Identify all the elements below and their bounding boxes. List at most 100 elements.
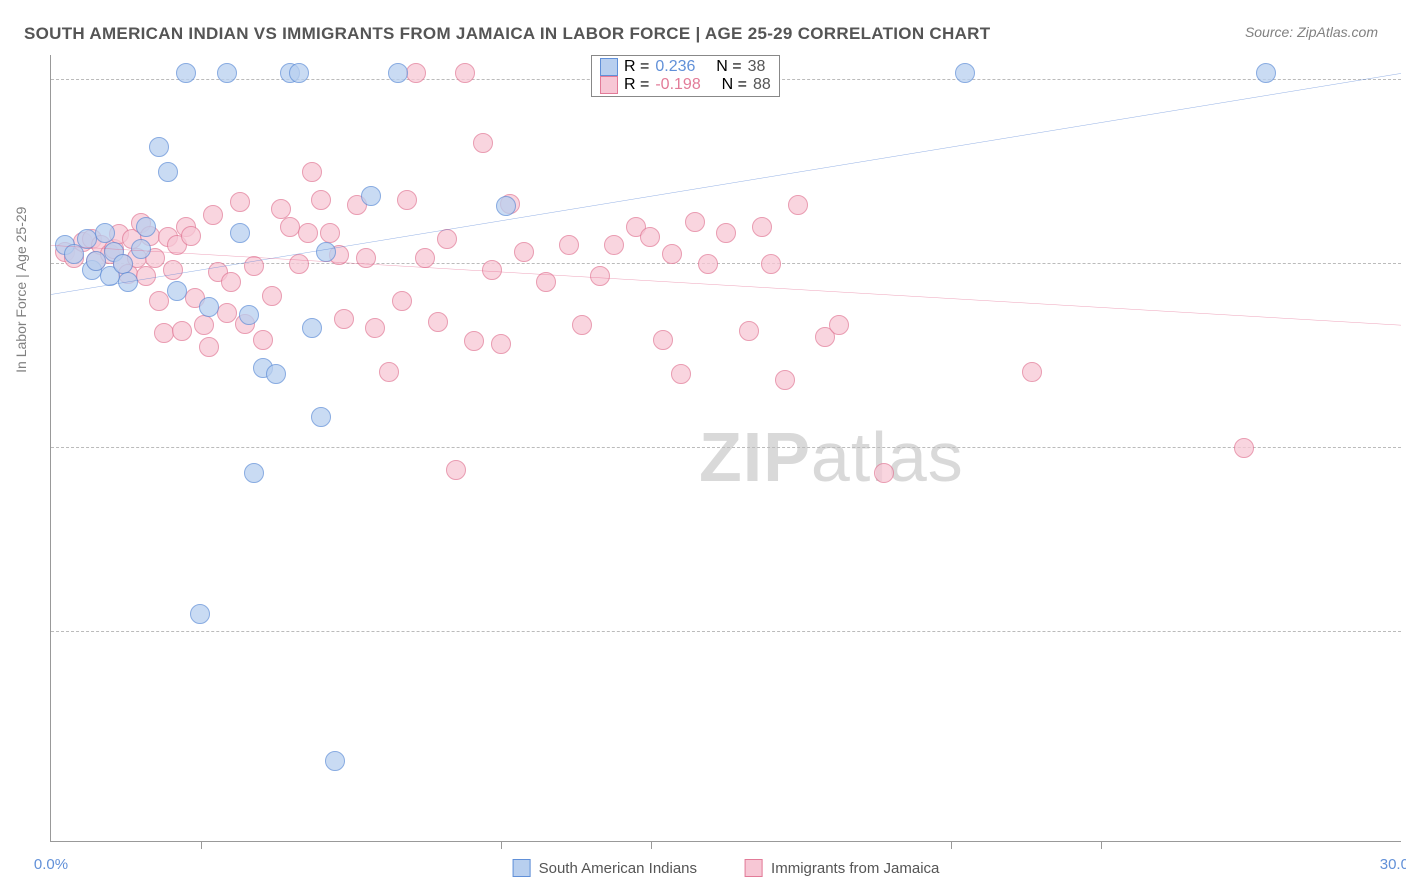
- stats-box: R = 0.236 N = 38 R = -0.198 N = 88: [591, 55, 780, 97]
- scatter-point-series1: [118, 272, 138, 292]
- scatter-point-series2: [397, 190, 417, 210]
- scatter-point-series1: [388, 63, 408, 83]
- r-label-1: R =: [624, 58, 649, 76]
- x-tick: [501, 841, 502, 849]
- scatter-point-series2: [739, 321, 759, 341]
- scatter-point-series1: [496, 196, 516, 216]
- scatter-point-series2: [221, 272, 241, 292]
- scatter-point-series2: [775, 370, 795, 390]
- n-value-2: 88: [753, 76, 771, 94]
- scatter-point-series2: [406, 63, 426, 83]
- scatter-point-series2: [356, 248, 376, 268]
- scatter-point-series1: [289, 63, 309, 83]
- stats-row-series1: R = 0.236 N = 38: [592, 58, 779, 76]
- scatter-point-series2: [253, 330, 273, 350]
- x-tick-label: 30.0%: [1380, 856, 1406, 873]
- scatter-point-series2: [491, 334, 511, 354]
- scatter-point-series2: [455, 63, 475, 83]
- scatter-point-series2: [392, 291, 412, 311]
- scatter-point-series1: [136, 217, 156, 237]
- scatter-point-series2: [662, 244, 682, 264]
- x-tick: [1101, 841, 1102, 849]
- stats-row-series2: R = -0.198 N = 88: [592, 76, 779, 94]
- n-label-1: N =: [716, 58, 741, 76]
- scatter-point-series1: [95, 223, 115, 243]
- scatter-point-series2: [590, 266, 610, 286]
- scatter-point-series2: [172, 321, 192, 341]
- plot-area: ZIPatlas In Labor Force | Age 25-29 55.0…: [50, 55, 1401, 842]
- scatter-point-series2: [464, 331, 484, 351]
- scatter-point-series2: [640, 227, 660, 247]
- scatter-point-series2: [163, 260, 183, 280]
- legend: South American Indians Immigrants from J…: [513, 859, 940, 877]
- scatter-point-series1: [244, 463, 264, 483]
- scatter-point-series2: [1234, 438, 1254, 458]
- scatter-point-series2: [428, 312, 448, 332]
- scatter-point-series1: [266, 364, 286, 384]
- scatter-point-series1: [955, 63, 975, 83]
- source-attribution: Source: ZipAtlas.com: [1245, 24, 1378, 40]
- scatter-point-series2: [446, 460, 466, 480]
- scatter-point-series2: [482, 260, 502, 280]
- scatter-point-series2: [559, 235, 579, 255]
- legend-item-series2: Immigrants from Jamaica: [745, 859, 939, 877]
- scatter-point-series1: [77, 229, 97, 249]
- scatter-point-series1: [325, 751, 345, 771]
- scatter-point-series1: [230, 223, 250, 243]
- scatter-point-series2: [752, 217, 772, 237]
- scatter-point-series1: [239, 305, 259, 325]
- gridline: [51, 447, 1401, 448]
- scatter-point-series2: [334, 309, 354, 329]
- r-label-2: R =: [624, 76, 649, 94]
- x-tick: [201, 841, 202, 849]
- scatter-point-series2: [874, 463, 894, 483]
- swatch-series1: [600, 58, 618, 76]
- scatter-point-series2: [653, 330, 673, 350]
- scatter-point-series1: [1256, 63, 1276, 83]
- r-value-1: 0.236: [655, 58, 695, 76]
- scatter-point-series2: [788, 195, 808, 215]
- swatch-series2: [600, 76, 618, 94]
- scatter-point-series2: [244, 256, 264, 276]
- scatter-point-series1: [113, 254, 133, 274]
- scatter-point-series1: [361, 186, 381, 206]
- scatter-point-series2: [437, 229, 457, 249]
- scatter-point-series2: [280, 217, 300, 237]
- scatter-point-series2: [203, 205, 223, 225]
- scatter-point-series2: [685, 212, 705, 232]
- scatter-point-series2: [271, 199, 291, 219]
- scatter-point-series2: [154, 323, 174, 343]
- scatter-point-series2: [761, 254, 781, 274]
- watermark: ZIPatlas: [699, 417, 964, 497]
- x-tick: [651, 841, 652, 849]
- n-label-2: N =: [722, 76, 747, 94]
- legend-label-series2: Immigrants from Jamaica: [771, 860, 939, 877]
- chart-title: SOUTH AMERICAN INDIAN VS IMMIGRANTS FROM…: [24, 24, 1382, 44]
- scatter-point-series2: [149, 291, 169, 311]
- scatter-point-series2: [379, 362, 399, 382]
- legend-swatch-series2: [745, 859, 763, 877]
- scatter-point-series2: [514, 242, 534, 262]
- y-axis-label: In Labor Force | Age 25-29: [13, 207, 29, 373]
- scatter-point-series1: [311, 407, 331, 427]
- scatter-point-series2: [320, 223, 340, 243]
- scatter-point-series2: [181, 226, 201, 246]
- scatter-point-series1: [302, 318, 322, 338]
- scatter-point-series2: [415, 248, 435, 268]
- scatter-point-series1: [190, 604, 210, 624]
- x-tick-label: 0.0%: [34, 856, 68, 873]
- legend-item-series1: South American Indians: [513, 859, 697, 877]
- scatter-point-series1: [131, 239, 151, 259]
- legend-swatch-series1: [513, 859, 531, 877]
- scatter-point-series1: [316, 242, 336, 262]
- gridline: [51, 631, 1401, 632]
- scatter-point-series2: [311, 190, 331, 210]
- r-value-2: -0.198: [655, 76, 700, 94]
- scatter-point-series2: [136, 266, 156, 286]
- scatter-point-series1: [158, 162, 178, 182]
- scatter-point-series2: [473, 133, 493, 153]
- scatter-point-series2: [289, 254, 309, 274]
- scatter-point-series2: [671, 364, 691, 384]
- legend-label-series1: South American Indians: [539, 860, 697, 877]
- scatter-point-series1: [167, 281, 187, 301]
